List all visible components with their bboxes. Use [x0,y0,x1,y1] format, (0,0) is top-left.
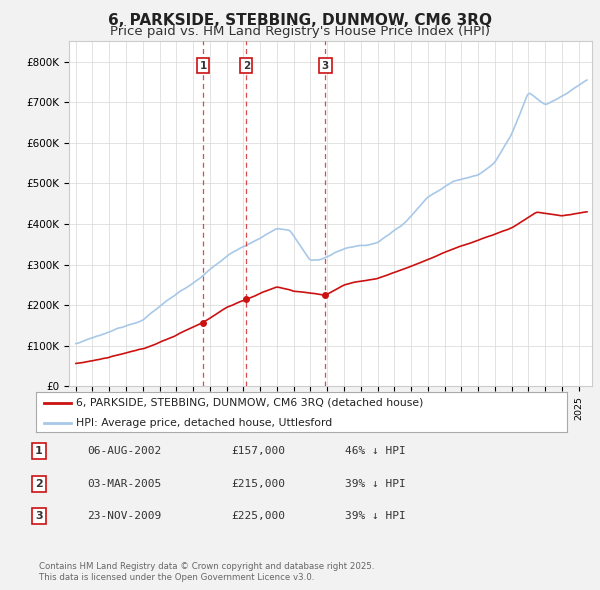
Text: 2: 2 [35,479,43,489]
Text: £225,000: £225,000 [231,512,285,521]
Text: 39% ↓ HPI: 39% ↓ HPI [345,512,406,521]
Text: 46% ↓ HPI: 46% ↓ HPI [345,447,406,456]
Text: 03-MAR-2005: 03-MAR-2005 [87,479,161,489]
Text: 6, PARKSIDE, STEBBING, DUNMOW, CM6 3RQ (detached house): 6, PARKSIDE, STEBBING, DUNMOW, CM6 3RQ (… [76,398,423,408]
Text: 39% ↓ HPI: 39% ↓ HPI [345,479,406,489]
Text: 1: 1 [35,447,43,456]
Text: 3: 3 [35,512,43,521]
Text: £215,000: £215,000 [231,479,285,489]
Text: 3: 3 [322,61,329,71]
Text: 23-NOV-2009: 23-NOV-2009 [87,512,161,521]
Text: Contains HM Land Registry data © Crown copyright and database right 2025.
This d: Contains HM Land Registry data © Crown c… [39,562,374,582]
Text: Price paid vs. HM Land Registry's House Price Index (HPI): Price paid vs. HM Land Registry's House … [110,25,490,38]
Text: 1: 1 [199,61,206,71]
Text: £157,000: £157,000 [231,447,285,456]
Text: 2: 2 [242,61,250,71]
Text: 6, PARKSIDE, STEBBING, DUNMOW, CM6 3RQ: 6, PARKSIDE, STEBBING, DUNMOW, CM6 3RQ [108,13,492,28]
Text: HPI: Average price, detached house, Uttlesford: HPI: Average price, detached house, Uttl… [76,418,332,428]
Text: 06-AUG-2002: 06-AUG-2002 [87,447,161,456]
